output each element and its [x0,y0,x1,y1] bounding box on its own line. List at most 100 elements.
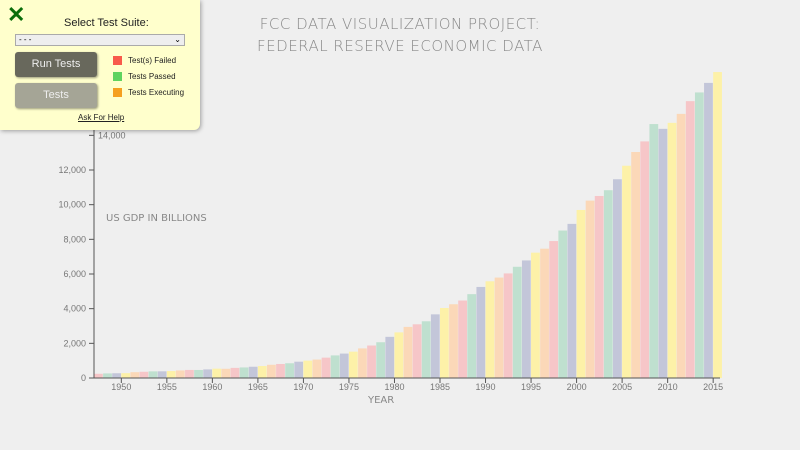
bar-1969[interactable] [294,361,304,378]
close-x-icon[interactable]: ✕ [7,2,26,27]
x-tick: 2005 [612,378,632,392]
bar-1966[interactable] [267,364,276,378]
bar-2008[interactable] [649,124,659,378]
y-tick: 14,000 [89,130,126,140]
ask-for-help-link[interactable]: Ask For Help [78,113,125,122]
chevron-down-icon: ⌄ [174,35,181,44]
tests-button[interactable]: Tests [15,83,97,108]
bar-1987[interactable] [458,300,467,378]
bar-1964[interactable] [248,366,258,378]
bar-2003[interactable] [603,190,613,378]
bar-1984[interactable] [430,314,440,378]
select-test-suite-label: Select Test Suite: [64,17,149,29]
x-tick-label: 1950 [111,382,131,392]
bar-1961[interactable] [221,368,231,378]
bar-2006[interactable] [631,152,640,378]
bar-2002[interactable] [594,195,604,378]
failed-swatch [113,56,122,66]
bar-1967[interactable] [276,363,285,378]
legend-failed: Test(s) Failed [113,56,176,66]
bar-1972[interactable] [321,357,331,378]
bar-2001[interactable] [585,200,595,378]
x-tick-label: 1955 [157,382,177,392]
bar-1981[interactable] [403,326,413,378]
bar-1975[interactable] [348,351,358,378]
x-tick-label: 2000 [567,382,587,392]
bar-1977[interactable] [367,345,376,378]
bar-1973[interactable] [330,355,340,378]
y-tick-label: 2,000 [63,338,86,348]
y-tick-label: 8,000 [63,234,86,244]
bar-1998[interactable] [558,230,568,378]
bar-1965[interactable] [257,366,267,378]
x-tick-label: 1980 [384,382,404,392]
y-axis-label: US GDP IN BILLIONS [106,213,207,224]
bar-2013[interactable] [694,92,704,378]
bar-1970[interactable] [303,360,313,378]
x-axis-label: YEAR [367,395,394,406]
bar-1995[interactable] [531,252,540,378]
bar-2007[interactable] [640,141,650,378]
bar-1979[interactable] [385,336,395,378]
x-tick-label: 1970 [293,382,313,392]
x-tick: 1990 [476,378,496,392]
bar-1954[interactable] [157,371,167,378]
bar-1960[interactable] [212,368,222,378]
bar-1953[interactable] [148,371,158,378]
bar-1976[interactable] [358,348,367,378]
bar-1971[interactable] [312,359,322,378]
x-tick: 1985 [430,378,450,392]
test-suite-select[interactable]: - - - ⌄ [15,34,185,46]
y-tick-label: 6,000 [63,269,86,279]
bar-1956[interactable] [175,370,185,378]
bar-1991[interactable] [494,277,504,378]
bar-1985[interactable] [440,307,449,378]
bar-2005[interactable] [622,165,631,378]
bar-1988[interactable] [467,294,477,378]
bar-1997[interactable] [549,241,559,378]
bar-1980[interactable] [394,332,404,378]
bar-1950[interactable] [121,373,131,378]
bar-1989[interactable] [476,286,486,378]
run-tests-button[interactable]: Run Tests [15,52,97,77]
y-tick: 4,000 [63,304,94,314]
x-tick: 1950 [111,378,131,392]
bar-1996[interactable] [540,248,549,378]
bar-1986[interactable] [449,304,458,378]
bar-1949[interactable] [112,373,121,378]
bar-1962[interactable] [230,367,240,378]
bar-1955[interactable] [166,371,176,378]
bar-2000[interactable] [576,209,586,378]
bar-1959[interactable] [203,369,213,378]
bar-1978[interactable] [376,342,386,378]
bar-1993[interactable] [512,266,522,378]
bar-1999[interactable] [567,223,577,378]
bar-1957[interactable] [185,369,194,378]
bar-1958[interactable] [194,369,203,378]
bar-2010[interactable] [667,122,677,378]
x-tick: 1995 [521,378,541,392]
y-tick: 0 [81,373,94,383]
bar-2012[interactable] [685,101,695,378]
bar-1952[interactable] [139,371,149,378]
bar-2015[interactable] [713,72,722,379]
x-tick-label: 1965 [248,382,268,392]
bar-1982[interactable] [412,324,422,378]
y-tick: 6,000 [63,269,94,279]
bar-2011[interactable] [676,113,686,378]
bar-1992[interactable] [503,273,513,378]
bar-1974[interactable] [339,353,349,378]
x-axis: 1950 1955 1960 1965 1970 1975 1980 1985 1990 1995… [94,377,723,392]
bar-2009[interactable] [658,128,668,378]
bar-1983[interactable] [421,321,431,378]
bar-1951[interactable] [130,372,140,378]
bar-1990[interactable] [485,281,495,378]
bar-1947[interactable] [94,373,103,378]
bar-1948[interactable] [103,373,112,378]
bar-1968[interactable] [285,363,294,378]
bar-2014[interactable] [704,82,713,379]
bar-1994[interactable] [521,260,531,378]
bar-1963[interactable] [239,367,249,378]
bar-2004[interactable] [613,179,622,378]
y-tick: 10,000 [58,200,94,210]
